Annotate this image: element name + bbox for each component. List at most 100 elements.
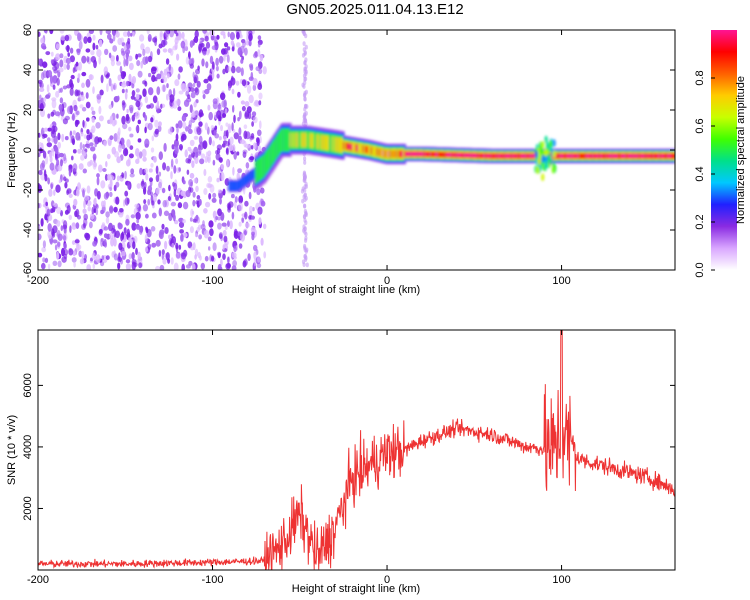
noise-blob <box>99 89 104 96</box>
noise-blob <box>185 264 191 269</box>
noise-blob <box>103 233 108 239</box>
noise-blob <box>214 125 218 131</box>
noise-blob <box>185 126 189 132</box>
noise-blob <box>105 30 111 34</box>
noise-blob <box>170 201 177 207</box>
noise-blob <box>200 262 205 270</box>
noise-blob <box>82 168 88 174</box>
noise-blob <box>249 156 255 161</box>
noise-blob <box>91 117 95 123</box>
noise-blob <box>154 38 158 47</box>
noise-blob <box>227 66 232 72</box>
noise-blob <box>201 58 205 67</box>
noise-blob <box>135 211 141 220</box>
noise-blob <box>211 197 217 203</box>
noise-blob <box>231 211 235 220</box>
noise-blob <box>185 190 191 198</box>
noise-blob <box>190 112 196 118</box>
noise-blob <box>147 198 151 206</box>
noise-blob <box>202 140 208 150</box>
noise-blob <box>163 142 167 152</box>
noise-blob <box>115 31 120 38</box>
noise-blob <box>101 255 105 261</box>
noise-blob <box>146 228 152 238</box>
noise-blob <box>248 205 253 213</box>
noise-blob <box>184 149 188 158</box>
noise-blob <box>182 201 189 210</box>
spectrogram-y-tick-label: -60 <box>22 262 34 278</box>
noise-blob <box>238 195 244 204</box>
noise-blob <box>208 136 212 146</box>
noise-blob <box>217 252 221 259</box>
noise-blob <box>170 66 174 75</box>
noise-blob <box>173 139 179 148</box>
noise-blob <box>69 55 75 63</box>
disturbance-mark <box>547 153 552 162</box>
noise-blob <box>166 83 169 89</box>
colorbar-tick-label: 0.0 <box>694 262 706 277</box>
noise-blob <box>172 87 176 97</box>
noise-blob <box>178 221 185 228</box>
noise-blob <box>243 130 248 140</box>
noise-blob <box>155 239 161 247</box>
noise-blob <box>151 212 157 219</box>
noise-blob <box>251 215 255 220</box>
noise-blob <box>39 81 42 87</box>
noise-blob <box>131 252 135 260</box>
noise-blob <box>176 125 179 134</box>
spectrogram-x-axis-label: Height of straight line (km) <box>292 284 420 296</box>
noise-blob <box>136 183 141 189</box>
noise-blob <box>150 147 155 153</box>
noise-blob <box>167 48 172 54</box>
noise-blob <box>66 44 70 53</box>
noise-blob <box>71 222 76 227</box>
noise-blob <box>190 87 195 93</box>
noise-blob <box>90 50 95 56</box>
noise-blob <box>42 257 46 263</box>
noise-blob <box>145 173 149 181</box>
noise-blob <box>128 126 132 132</box>
noise-blob <box>91 252 96 260</box>
noise-blob <box>84 232 90 239</box>
colorbar-label: Normalized spectral amplitude <box>735 76 747 224</box>
noise-blob <box>61 133 65 143</box>
noise-blob <box>68 169 72 177</box>
noise-blob <box>78 163 84 170</box>
noise-blob <box>153 194 157 203</box>
noise-blob <box>182 121 187 129</box>
disturbance-mark <box>541 154 545 163</box>
noise-blob <box>156 86 161 96</box>
noise-blob <box>241 217 244 222</box>
noise-blob <box>85 92 89 99</box>
noise-band-blob <box>303 76 307 82</box>
noise-blob <box>63 242 67 250</box>
noise-blob <box>212 140 215 147</box>
noise-band-blob <box>303 203 307 209</box>
noise-blob <box>148 72 152 78</box>
noise-band-blob <box>305 104 309 109</box>
noise-blob <box>77 148 82 154</box>
noise-blob <box>61 247 65 257</box>
snr-frame <box>37 329 676 571</box>
noise-blob <box>144 126 147 134</box>
noise-blob <box>189 172 195 179</box>
noise-blob <box>237 230 242 237</box>
noise-blob <box>182 232 188 238</box>
noise-blob <box>54 111 61 117</box>
noise-blob <box>104 48 109 56</box>
noise-blob <box>232 260 238 267</box>
noise-blob <box>168 184 171 192</box>
noise-blob <box>145 56 149 64</box>
noise-blob <box>128 153 134 159</box>
noise-blob <box>133 262 138 268</box>
noise-blob <box>82 189 85 198</box>
noise-blob <box>233 150 237 160</box>
noise-blob <box>109 175 115 181</box>
noise-blob <box>112 33 116 42</box>
noise-blob <box>227 256 230 264</box>
noise-band-blob <box>303 66 307 72</box>
noise-blob <box>50 51 54 57</box>
noise-blob <box>99 30 103 36</box>
noise-blob <box>46 208 51 217</box>
